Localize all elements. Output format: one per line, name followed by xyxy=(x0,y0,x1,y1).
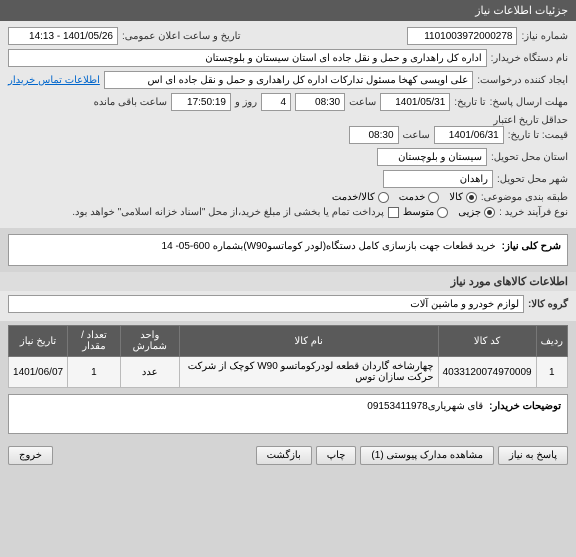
pay-checkbox[interactable] xyxy=(388,207,399,218)
exit-button[interactable]: خروج xyxy=(8,446,53,465)
radio-both-label: کالا/خدمت xyxy=(332,192,375,203)
validity-sub: قیمت: تا تاریخ: xyxy=(508,130,568,141)
class-label: طبقه بندی موضوعی: xyxy=(481,192,568,203)
button-bar: پاسخ به نیاز مشاهده مدارک پیوستی (1) چاپ… xyxy=(0,440,576,471)
validity-time: 08:30 xyxy=(349,126,399,144)
need-no-label: شماره نیاز: xyxy=(521,31,568,42)
radio-dot-icon xyxy=(428,192,439,203)
buyer-label: نام دستگاه خریدار: xyxy=(491,53,568,64)
city-label: شهر محل تحویل: xyxy=(497,174,568,185)
cell-unit: عدد xyxy=(120,357,179,388)
remain-time: 17:50:19 xyxy=(171,93,231,111)
province-field: سیستان و بلوچستان xyxy=(377,148,487,166)
radio-goods[interactable]: کالا xyxy=(449,192,477,203)
col-date: تاریخ نیاز xyxy=(9,326,68,357)
radio-service-label: خدمت xyxy=(399,192,426,203)
back-button[interactable]: بازگشت xyxy=(256,446,312,465)
col-qty: تعداد / مقدار xyxy=(68,326,121,357)
items-section-title: اطلاعات کالاهای مورد نیاز xyxy=(0,272,576,291)
page-header: جزئیات اطلاعات نیاز xyxy=(0,0,576,21)
desc-text: خرید قطعات جهت بازسازی کامل دستگاه(لودر … xyxy=(162,241,496,252)
radio-both[interactable]: کالا/خدمت xyxy=(332,192,389,203)
class-radio-group: کالا خدمت کالا/خدمت xyxy=(332,192,477,203)
col-unit: واحد شمارش xyxy=(120,326,179,357)
deadline-to-label: تا تاریخ: xyxy=(454,97,485,108)
form-area: شماره نیاز: 1101003972000278 تاریخ و ساع… xyxy=(0,21,576,228)
radio-medium-label: متوسط xyxy=(403,207,434,218)
radio-dot-icon xyxy=(378,192,389,203)
creator-field: علی اویسی کهخا مسئول تدارکات اداره کل را… xyxy=(104,71,473,89)
col-name: نام کالا xyxy=(179,326,438,357)
process-label: نوع فرآیند خرید : xyxy=(499,207,568,218)
validity-date: 1401/06/31 xyxy=(434,126,504,144)
cell-n: 1 xyxy=(536,357,567,388)
cell-name: چهارشاخه گاردان قطعه لودرکوماتسو W90 کوچ… xyxy=(179,357,438,388)
description-box: شرح کلی نیاز: خرید قطعات جهت بازسازی کام… xyxy=(8,234,568,266)
col-code: کد کالا xyxy=(438,326,536,357)
note-label: توضیحات خریدار: xyxy=(489,401,561,412)
deadline-date: 1401/05/31 xyxy=(380,93,450,111)
time-label-2: ساعت xyxy=(403,130,430,141)
table-row: 1 4033120074970009 چهارشاخه گاردان قطعه … xyxy=(9,357,568,388)
province-label: استان محل تحویل: xyxy=(491,152,568,163)
buyer-field: اداره کل راهداری و حمل و نقل جاده ای است… xyxy=(8,49,487,67)
announce-field: 1401/05/26 - 14:13 xyxy=(8,27,118,45)
buyer-note-box: توضیحات خریدار: قای شهریاری09153411978 xyxy=(8,394,568,434)
deadline-label: مهلت ارسال پاسخ: xyxy=(490,97,568,108)
desc-label: شرح کلی نیاز: xyxy=(502,241,561,252)
creator-label: ایجاد کننده درخواست: xyxy=(477,75,568,86)
radio-dot-icon xyxy=(437,207,448,218)
page-title: جزئیات اطلاعات نیاز xyxy=(475,5,568,17)
city-field: راهدان xyxy=(383,170,493,188)
col-row: ردیف xyxy=(536,326,567,357)
cell-qty: 1 xyxy=(68,357,121,388)
cell-date: 1401/06/07 xyxy=(9,357,68,388)
radio-goods-label: کالا xyxy=(449,192,463,203)
need-no-field: 1101003972000278 xyxy=(407,27,517,45)
group-field: لوازم خودرو و ماشین آلات xyxy=(8,295,524,313)
days-field: 4 xyxy=(261,93,291,111)
radio-service[interactable]: خدمت xyxy=(399,192,440,203)
time-label-1: ساعت xyxy=(349,97,376,108)
remain-label: ساعت باقی مانده xyxy=(94,97,167,108)
radio-partial-label: جزیی xyxy=(458,207,481,218)
radio-medium[interactable]: متوسط xyxy=(403,207,448,218)
group-label: گروه کالا: xyxy=(528,299,568,310)
process-radio-group: جزیی متوسط xyxy=(403,207,495,218)
radio-dot-icon xyxy=(466,192,477,203)
radio-dot-icon xyxy=(484,207,495,218)
contact-link[interactable]: اطلاعات تماس خریدار xyxy=(8,75,100,86)
note-text: قای شهریاری09153411978 xyxy=(367,401,483,412)
attachments-button[interactable]: مشاهده مدارک پیوستی (1) xyxy=(360,446,494,465)
items-table: ردیف کد کالا نام کالا واحد شمارش تعداد /… xyxy=(8,325,568,388)
validity-label: حداقل تاریخ اعتبار xyxy=(493,115,568,126)
radio-partial[interactable]: جزیی xyxy=(458,207,495,218)
reply-button[interactable]: پاسخ به نیاز xyxy=(498,446,568,465)
pay-note: پرداخت تمام یا بخشی از مبلغ خرید،از محل … xyxy=(72,207,384,218)
days-label: روز و xyxy=(235,97,257,108)
deadline-time: 08:30 xyxy=(295,93,345,111)
cell-code: 4033120074970009 xyxy=(438,357,536,388)
print-button[interactable]: چاپ xyxy=(316,446,357,465)
announce-label: تاریخ و ساعت اعلان عمومی: xyxy=(122,31,241,42)
